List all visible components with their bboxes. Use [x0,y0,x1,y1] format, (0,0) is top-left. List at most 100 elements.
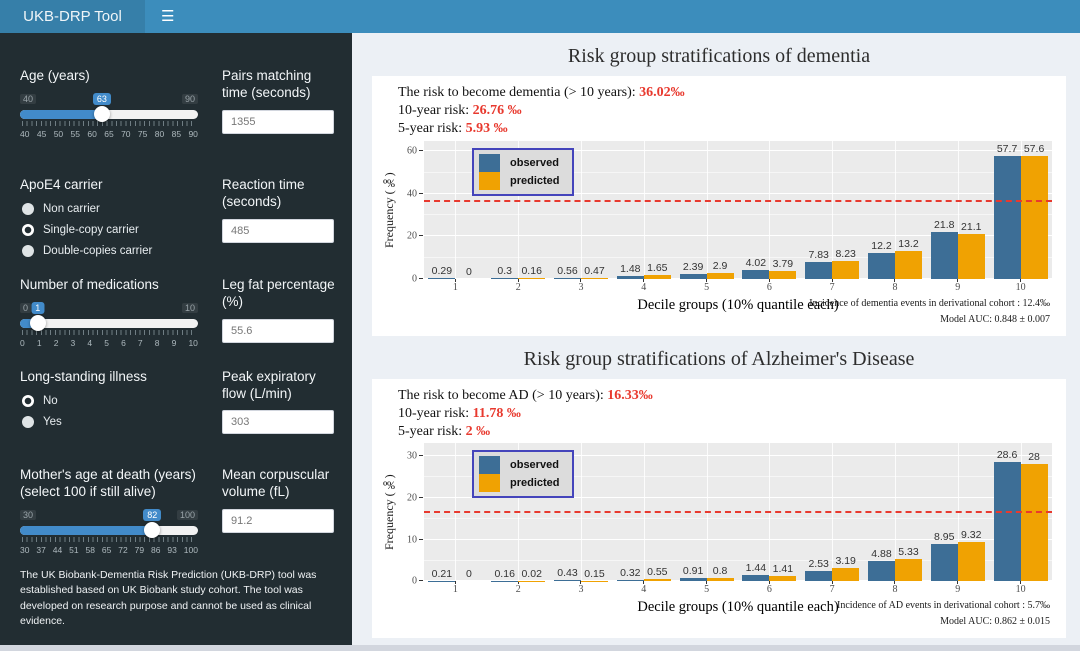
legend: observed predicted [472,450,574,499]
bar-observed [805,262,833,279]
risk-line-value: 2 ‰ [465,423,491,439]
v-gridline [518,140,520,279]
x-tick: 10 [989,581,1052,597]
bar-group: 0.29 0 [424,141,487,279]
medications-slider-label: Number of medications [20,276,159,292]
radio-option-label: Yes [43,415,62,428]
slider-track[interactable] [20,522,198,539]
x-tick: 2 [487,581,550,597]
bar-group: 1.44 1.41 [738,443,801,582]
bar-observed [428,580,456,582]
bar-predicted [957,542,985,582]
radio-button-icon[interactable] [22,202,34,215]
v-gridline [895,140,896,279]
bar-predicted [832,261,860,279]
slider-tick-labels: 40 45 50 55 60 65 70 75 80 85 90 [20,129,198,139]
slider-tick-label: 30 [20,545,30,556]
bar-predicted [1020,156,1048,279]
mother-age-slider[interactable]: 30 100 82 30 37 44 51 58 65 72 79 86 93 100 [20,509,198,555]
slider-min-label: 0 [20,302,32,313]
h-gridline-minor [424,256,1052,258]
h-gridline [424,454,1052,456]
bar-column: 2.39 [679,141,707,279]
risk-line-value: 11.78 ‰ [472,405,521,421]
slider-tick-label: 4 [87,337,93,348]
bar-value-label: 0 [465,568,472,581]
x-tick-label: 2 [515,584,521,596]
mcv-input[interactable] [222,509,334,534]
h-gridline-minor [424,559,1052,561]
annotation-line: Model AUC: 0.862 ± 0.015 [940,616,1050,628]
slider-tick-label: 85 [171,128,182,139]
bar-value-label: 2.53 [808,557,829,570]
bar-value-label: 12.2 [871,239,892,252]
medications-slider[interactable]: 0 10 1 0 1 2 3 4 5 6 7 8 9 10 [20,301,198,348]
bar-column: 21.8 [930,141,958,279]
slider-track[interactable] [20,314,198,331]
radio-option[interactable]: Non carrier [22,202,198,215]
radio-option[interactable]: Double-copies carrier [22,244,198,257]
x-axis-label: Decile groups (10% quantile each) [637,296,839,313]
slider-handle[interactable] [93,105,110,122]
bar-column: 3.79 [769,141,797,279]
radio-button-icon[interactable] [22,244,34,257]
h-gridline-minor [424,171,1052,173]
bar-value-label: 0.02 [521,568,542,581]
bar-group: 0.32 0.55 [612,443,675,582]
x-tick-mark [957,581,959,585]
legend-entry: observed [479,153,560,172]
bar-value-label: 57.7 [996,143,1018,156]
chart-title-ad: Risk group stratifications of Alzheimer'… [523,347,915,370]
slider-max-label: 90 [181,93,198,104]
risk-line-value: 36.02‰ [639,85,685,100]
leg-fat-input[interactable] [222,318,334,343]
h-gridline [424,496,1052,498]
radio-button-icon[interactable] [22,223,34,236]
age-slider[interactable]: 40 90 63 40 45 50 55 60 65 70 75 80 85 90 [20,92,198,139]
radio-button-icon[interactable] [22,415,34,428]
x-tick-mark [706,278,708,282]
bar-group: 0.3 0.16 [487,141,550,279]
bar-value-label: 0.56 [557,264,578,277]
radio-option[interactable]: Yes [22,415,198,428]
x-tick-label: 4 [641,584,647,596]
slider-tick-grid [22,120,196,126]
slider-tick-label: 86 [151,545,161,556]
radio-button-icon[interactable] [22,394,34,407]
y-tick-label: 10 [407,534,417,546]
menu-icon[interactable]: ☰ [161,8,175,25]
peak-flow-input[interactable] [222,410,334,435]
bar-value-label: 4.02 [745,257,767,270]
bar-value-label: 1.48 [620,262,641,275]
x-tick-label: 3 [578,584,584,596]
x-tick: 3 [550,278,613,295]
bar-value-label: 0.55 [647,566,668,579]
bar-observed [491,580,519,582]
leg-fat-label: Leg fat percentage (%) [222,276,335,309]
slider-handle[interactable] [29,314,46,331]
bar-value-label: 57.6 [1023,143,1045,156]
slider-handle[interactable] [144,522,161,539]
x-tick-label: 1 [452,281,458,293]
bar-predicted [706,578,734,582]
below-axis-row: Decile groups (10% quantile each) Inciden… [424,295,1052,332]
peak-flow-label: Peak expiratory flow (L/min) [222,368,316,401]
x-tick-mark [643,278,645,282]
bar-column: 9.32 [957,443,985,582]
bar-value-label: 2.9 [712,259,728,272]
v-gridline [643,140,645,279]
slider-track[interactable] [20,105,198,122]
y-tick-label: 40 [407,188,417,200]
bar-group: 28.6 28 [989,443,1052,582]
radio-option[interactable]: Single-copy carrier [22,223,198,236]
bar-column: 1.48 [616,141,644,279]
x-tick-label: 8 [892,281,898,293]
bar-column: 0.16 [518,141,546,279]
reaction-time-input[interactable] [222,218,334,243]
h-gridline [424,150,1052,152]
bar-value-label: 28 [1028,451,1040,464]
radio-option[interactable]: No [22,394,198,407]
plot-wrap: Frequency (‰) 0 10 20 30 0.21 0 0.16 0.02 0.43 0.1… [382,443,1052,587]
pairs-matching-input[interactable] [222,109,334,134]
